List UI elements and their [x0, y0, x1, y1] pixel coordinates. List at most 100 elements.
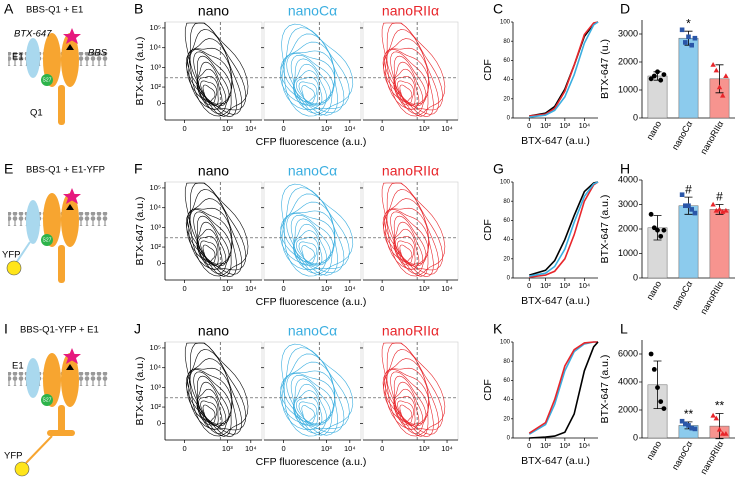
contour: [301, 245, 315, 262]
y-tick-label: 6000: [618, 348, 638, 358]
bar: [709, 209, 730, 279]
s-label: S27: [43, 77, 52, 83]
contour: [399, 404, 413, 422]
x-tick-label: nanoRIIα: [698, 439, 725, 476]
panel-title: nano: [198, 163, 229, 179]
panel-letter: C: [493, 1, 503, 17]
data-point: [651, 367, 657, 372]
cdf-line: [528, 341, 598, 435]
y-tick-label: 10²: [150, 402, 161, 411]
x-axis-label: CFP fluorescence (a.u.): [256, 456, 367, 468]
y-tick-label: 40: [503, 77, 510, 83]
contour: [397, 400, 415, 425]
diagram-title: BBS-Q1-YFP + E1: [20, 325, 99, 336]
y-tick-label: 0: [633, 112, 638, 122]
x-tick-label: 10²: [540, 281, 551, 290]
data-point: [648, 76, 654, 82]
contour: [383, 189, 439, 275]
x-axis-label: CFP fluorescence (a.u.): [256, 296, 367, 308]
e1: [26, 200, 40, 244]
x-tick-label: 10⁴: [245, 284, 257, 293]
cdf-line: [529, 341, 599, 439]
data-point: [655, 227, 660, 233]
y-tick-label: 2000: [618, 404, 638, 414]
contour: [200, 240, 218, 265]
x-tick-label: 10³: [321, 284, 332, 293]
cdf-line: [529, 21, 599, 118]
contour: [197, 375, 230, 426]
contour: [390, 51, 429, 110]
panel-title: nanoRIIα: [382, 163, 439, 179]
contour: [280, 201, 338, 276]
y-tick-label: 0: [507, 116, 511, 122]
data-point: [723, 207, 729, 213]
x-tick-label: nano: [645, 439, 664, 461]
contour: [186, 189, 242, 275]
contour: [281, 183, 354, 277]
contour: [198, 75, 219, 107]
bbs-label: BBS: [88, 48, 108, 59]
x-tick-label: 0: [380, 444, 384, 453]
data-point: [651, 73, 657, 79]
y-axis-label: BTX-647 (a.u.): [134, 197, 146, 266]
data-point: [689, 425, 694, 431]
e1: [26, 358, 40, 398]
contour: [294, 230, 323, 267]
y-tick-label: 0: [507, 276, 511, 282]
significance: *: [686, 16, 691, 30]
diagram-title: BBS-Q1 + E1-YFP: [26, 165, 105, 176]
contour: [185, 38, 237, 118]
contour: [382, 38, 434, 118]
contour: [200, 80, 218, 105]
contour: [187, 367, 233, 437]
contour: [196, 61, 227, 106]
y-axis-label: CDF: [482, 379, 494, 401]
y-tick-label: 10⁵: [150, 23, 161, 32]
contour: [193, 211, 232, 270]
contour: [198, 235, 219, 267]
contour: [294, 70, 323, 107]
x-tick-label: 10³: [419, 444, 430, 453]
s-site: [41, 394, 53, 406]
contour: [282, 210, 336, 276]
btx-label: BTX-647: [14, 29, 52, 40]
x-tick-label: nanoRIIα: [698, 119, 725, 156]
contour: [296, 76, 319, 106]
yfp: [14, 461, 30, 477]
panel-title: nano: [198, 323, 229, 339]
linker: [25, 435, 53, 464]
y-tick-label: 1000: [618, 84, 638, 94]
x-tick-label: nanoCα: [670, 279, 695, 311]
data-point: [655, 385, 660, 390]
contour: [282, 50, 336, 116]
x-tick-label: 10⁴: [579, 281, 591, 290]
x-tick-label: 0: [527, 281, 531, 290]
x-tick-label: 10³: [559, 121, 570, 130]
contour: [301, 405, 315, 422]
contour: [293, 63, 327, 106]
x-tick-label: nanoRIIα: [698, 279, 725, 316]
data-point: [686, 423, 691, 428]
contour: [382, 358, 434, 438]
y-tick-label: 0: [157, 259, 161, 268]
y-tick-label: 80: [503, 39, 510, 45]
x-tick-label: nano: [645, 279, 664, 301]
contour: [186, 349, 242, 435]
q1-tail: [58, 85, 65, 125]
contour: [382, 198, 434, 278]
s-site: [41, 74, 53, 86]
x-tick-label: 0: [527, 441, 531, 450]
q1-tail: [47, 430, 75, 436]
x-tick-label: 10⁴: [344, 444, 356, 453]
contour: [193, 371, 232, 430]
panel-title: nanoCα: [288, 163, 337, 179]
contour: [280, 41, 338, 116]
contour: [193, 51, 232, 110]
contour: [185, 358, 237, 438]
contour: [393, 228, 420, 267]
diagram-i: I BBS-Q1-YFP + E1 YFP S27 E1: [4, 321, 108, 477]
panel-letter: F: [134, 161, 143, 177]
contour: [186, 29, 242, 115]
contour: [202, 84, 216, 102]
panel-letter: E: [4, 161, 13, 177]
